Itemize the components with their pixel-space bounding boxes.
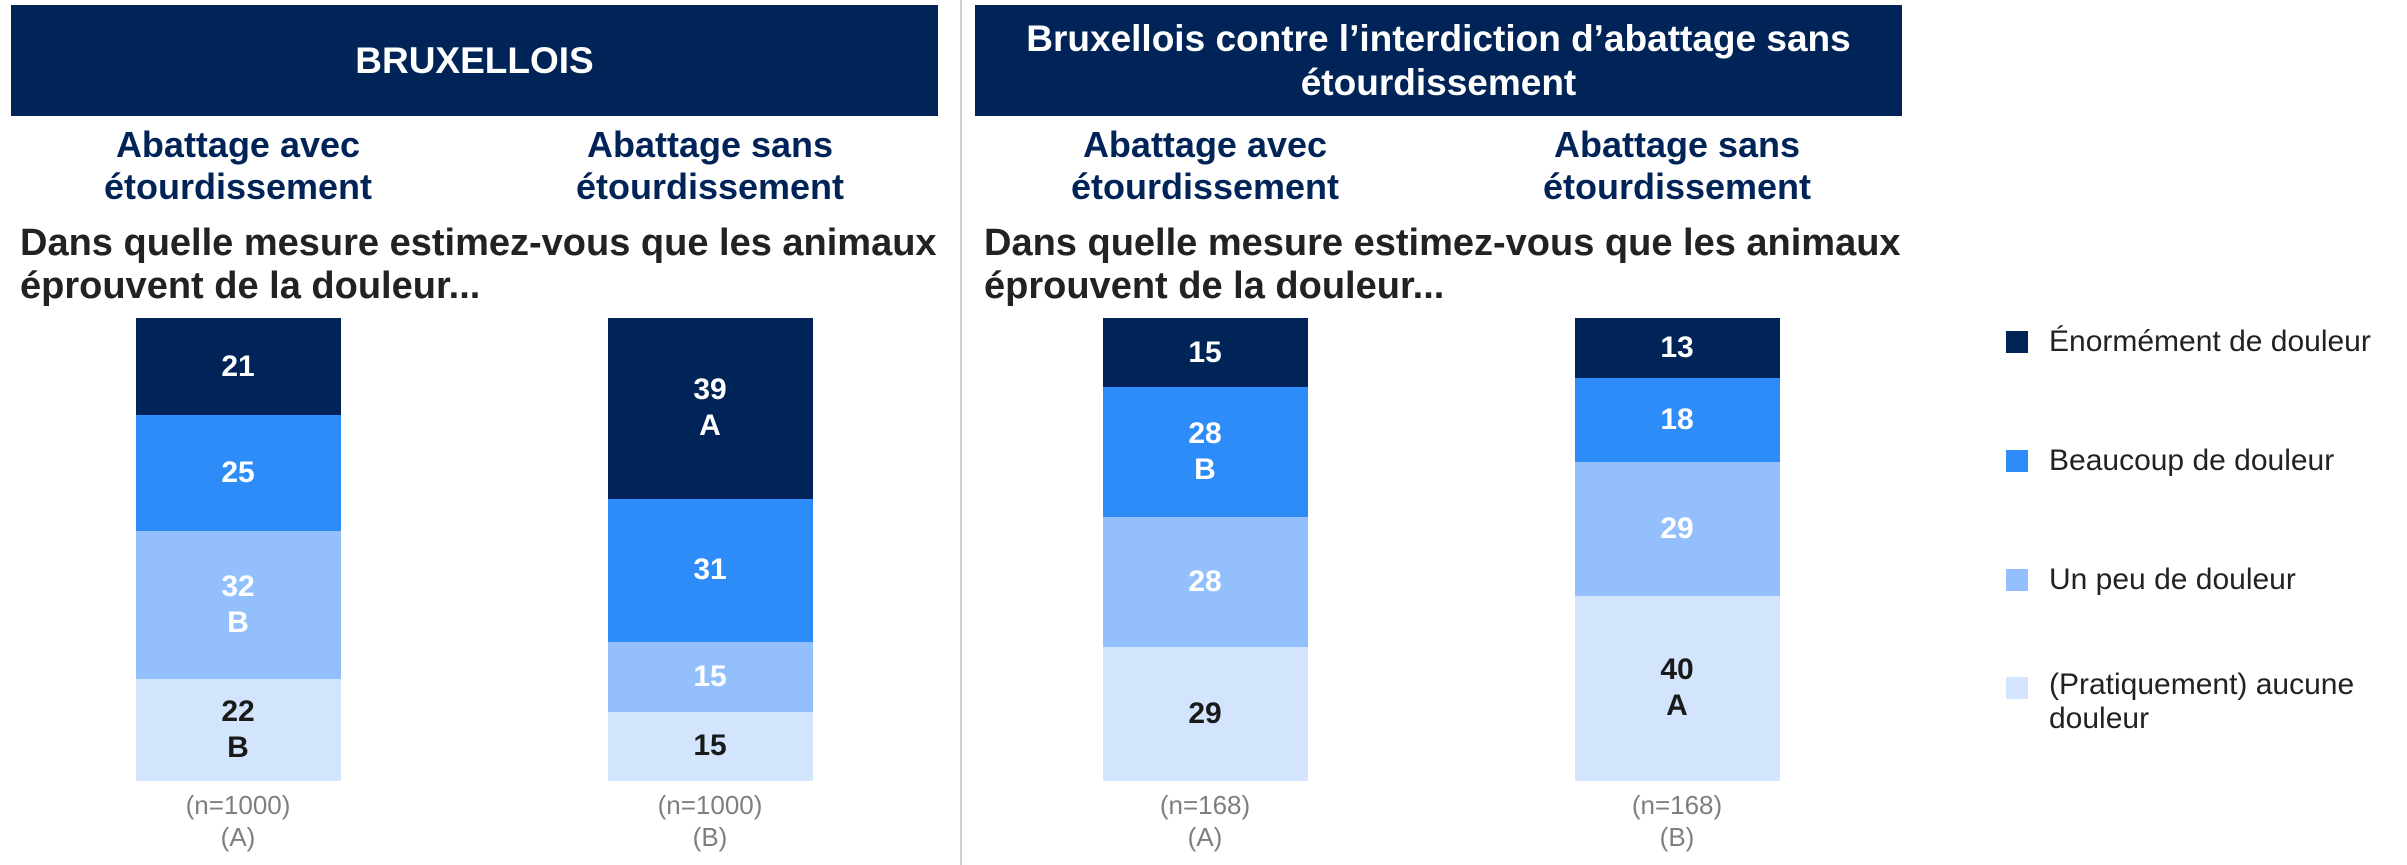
value-label: 25 bbox=[221, 456, 255, 490]
sample-size: (n=1000) bbox=[657, 790, 763, 820]
legend-swatch bbox=[2006, 569, 2028, 591]
sample-size: (n=1000) bbox=[185, 790, 291, 820]
bar-segment: 15 bbox=[607, 711, 813, 781]
value-label: 29 bbox=[1660, 511, 1694, 545]
legend-label: Beaucoup de douleur bbox=[2049, 444, 2335, 477]
value-label: 40 bbox=[1660, 653, 1694, 687]
value-label: 22 bbox=[221, 695, 255, 729]
group-label: (A) bbox=[220, 822, 256, 852]
category-label: Abattage sans étourdissement bbox=[1542, 124, 1812, 207]
value-label: 29 bbox=[1188, 696, 1222, 730]
significance-label: B bbox=[227, 731, 249, 765]
value-label: 28 bbox=[1188, 417, 1222, 451]
question: Dans quelle mesure estimez-vous que les … bbox=[984, 222, 1901, 307]
legend-label: Un peu de douleur bbox=[2049, 563, 2296, 596]
significance-label: B bbox=[1194, 453, 1216, 487]
sample-size: (n=168) bbox=[1631, 790, 1723, 820]
bar-segment: 25 bbox=[135, 415, 341, 531]
significance-label: A bbox=[699, 409, 721, 443]
significance-label: A bbox=[1666, 689, 1688, 723]
legend-swatch bbox=[2006, 677, 2028, 699]
bar-segment: 21 bbox=[135, 318, 341, 416]
value-label: 32 bbox=[221, 570, 255, 604]
value-label: 18 bbox=[1660, 402, 1694, 436]
bar-segment: 15 bbox=[1102, 318, 1308, 388]
category-label: Abattage avec étourdissement bbox=[103, 124, 373, 207]
group-label: (A) bbox=[1187, 822, 1223, 852]
legend-swatch bbox=[2006, 331, 2028, 353]
value-label: 15 bbox=[693, 729, 727, 763]
value-label: 28 bbox=[1188, 564, 1222, 598]
bar-segment: 29 bbox=[1574, 461, 1780, 596]
bar-segment: 22 B bbox=[135, 679, 341, 781]
legend-label: (Pratiquement) aucune douleur bbox=[2049, 668, 2355, 735]
value-label: 15 bbox=[1188, 335, 1222, 369]
legend-swatch bbox=[2006, 450, 2028, 472]
bar-segment: 29 bbox=[1102, 646, 1308, 781]
sample-size: (n=168) bbox=[1159, 790, 1251, 820]
bar-segment: 32 B bbox=[135, 530, 341, 680]
divider bbox=[960, 0, 962, 865]
value-label: 31 bbox=[693, 553, 727, 587]
value-label: 13 bbox=[1660, 331, 1694, 365]
bar-segment: 28 B bbox=[1102, 387, 1308, 518]
panel-header: BRUXELLOIS bbox=[11, 5, 938, 116]
bar-segment: 31 bbox=[607, 498, 813, 643]
bar-segment: 39 A bbox=[607, 318, 813, 499]
legend-label: Énormément de douleur bbox=[2049, 325, 2371, 358]
value-label: 21 bbox=[221, 349, 255, 383]
group-label: (B) bbox=[1659, 822, 1695, 852]
bar-segment: 15 bbox=[607, 642, 813, 712]
significance-label: B bbox=[227, 606, 249, 640]
bar-segment: 28 bbox=[1102, 517, 1308, 647]
value-label: 15 bbox=[693, 659, 727, 693]
question: Dans quelle mesure estimez-vous que les … bbox=[20, 222, 937, 307]
bar-segment: 13 bbox=[1574, 318, 1780, 379]
category-label: Abattage sans étourdissement bbox=[575, 124, 845, 207]
bar-segment: 18 bbox=[1574, 378, 1780, 462]
bar-segment: 40 A bbox=[1574, 595, 1780, 781]
category-label: Abattage avec étourdissement bbox=[1070, 124, 1340, 207]
group-label: (B) bbox=[692, 822, 728, 852]
value-label: 39 bbox=[693, 373, 727, 407]
panel-header: Bruxellois contre l’interdiction d’abatt… bbox=[975, 5, 1902, 116]
